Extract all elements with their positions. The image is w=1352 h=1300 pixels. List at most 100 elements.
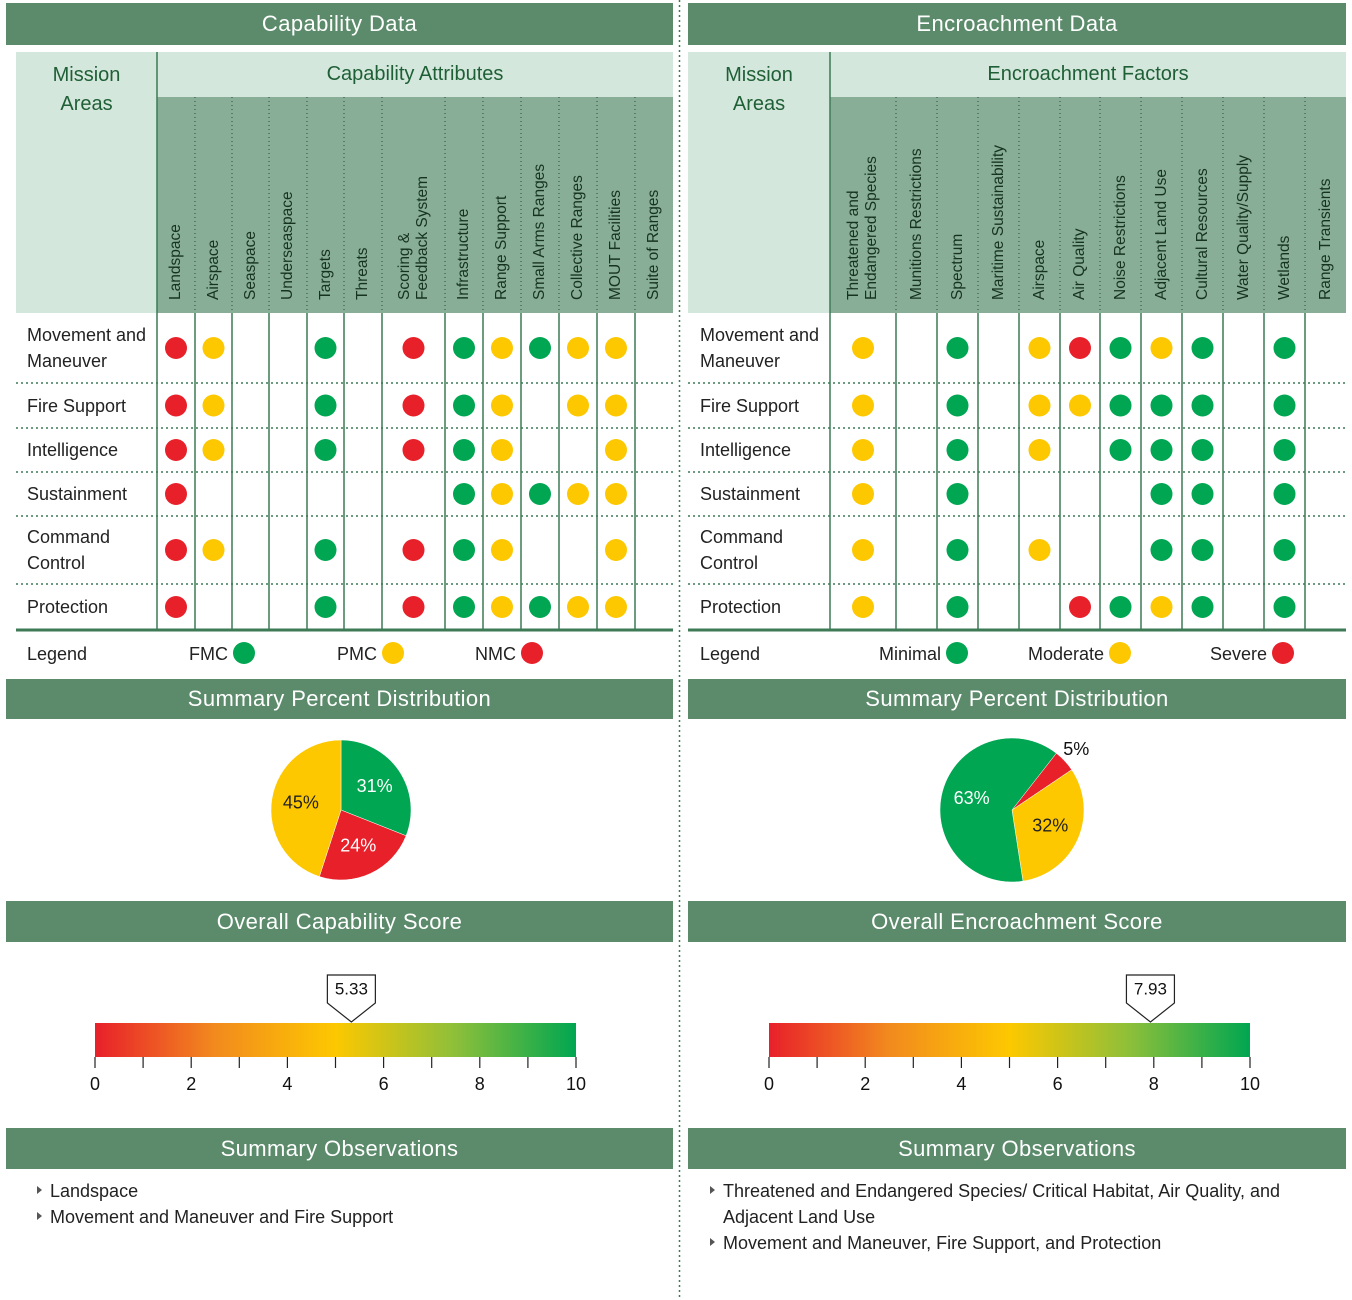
status-dot (165, 596, 187, 618)
column-header-cell: Air Quality (1060, 100, 1100, 301)
column-header-cell: Suite of Ranges (635, 100, 673, 300)
status-dot (491, 483, 513, 505)
gauge-bar (769, 1023, 1250, 1057)
status-dot (946, 539, 969, 561)
status-dot (402, 539, 425, 561)
column-header: Seaspace (241, 231, 259, 300)
column-header: Collective Ranges (569, 175, 586, 300)
pie-label: 45% (283, 792, 319, 812)
status-dot (1109, 394, 1132, 417)
legend-label: FMC (189, 643, 228, 664)
observation-item: Threatened and Endangered Species/ Criti… (723, 1181, 1280, 1227)
status-dot (1150, 337, 1173, 359)
status-dot (1109, 439, 1132, 461)
status-dot (453, 483, 475, 505)
status-dot (529, 596, 551, 618)
status-dot (605, 337, 627, 359)
column-header-cell: Water Quality/Supply (1223, 100, 1264, 300)
column-header-cell: Airspace (195, 100, 232, 300)
section-header: Summary Percent Distribution (688, 679, 1346, 719)
status-dot (1150, 394, 1173, 417)
status-dot (1109, 596, 1132, 618)
row-label: Command Control (27, 527, 111, 573)
gauge-tick-label: 10 (566, 1074, 586, 1094)
status-dot (946, 394, 969, 417)
status-dot (202, 439, 225, 461)
corner-label: Mission Areas (52, 64, 121, 115)
status-dot (1273, 394, 1296, 417)
column-header-cell: Targets (307, 100, 344, 300)
column-header-cell: Wetlands (1264, 100, 1305, 300)
column-header: Water Quality/Supply (1234, 154, 1252, 300)
bullet (37, 1186, 42, 1194)
status-dot (491, 596, 513, 618)
gauge-tick-label: 0 (90, 1074, 100, 1094)
column-header: Adjacent Land Use (1152, 169, 1170, 300)
status-dot (491, 539, 513, 561)
observation-item: Movement and Maneuver and Fire Support (50, 1207, 394, 1227)
section-header: Encroachment Data (688, 3, 1346, 45)
group-label: Encroachment Factors (987, 63, 1189, 85)
pie-label: 24% (340, 835, 376, 855)
status-dot (402, 394, 425, 417)
status-dot (946, 337, 969, 359)
column-header-cell: Range Support (483, 100, 521, 300)
status-dot (567, 483, 589, 505)
gauge-tick-label: 6 (379, 1074, 389, 1094)
status-dot (202, 394, 225, 417)
status-dot (202, 337, 225, 359)
column-header-cell: Collective Ranges (559, 100, 597, 300)
status-dot (1109, 337, 1132, 359)
column-header: Suite of Ranges (645, 189, 662, 300)
row-label: Protection (27, 597, 109, 617)
column-header-cell: Infrastructure (445, 100, 483, 300)
gauge-tick-label: 0 (764, 1074, 774, 1094)
column-header: Landspace (167, 224, 184, 300)
pie-label: 32% (1032, 815, 1068, 835)
status-dot (1191, 539, 1214, 561)
gauge-tick-label: 2 (186, 1074, 196, 1094)
score-value: 5.33 (335, 979, 368, 998)
pie-slice (270, 739, 342, 877)
column-header-cell: Noise Restrictions (1100, 100, 1141, 300)
status-dot (491, 394, 513, 417)
score-pointer (1125, 974, 1176, 1023)
status-dot (402, 596, 425, 618)
row-label: Fire Support (27, 395, 127, 416)
status-dot (605, 539, 627, 561)
column-header-cell: Range Transients (1305, 100, 1346, 301)
status-dot (605, 483, 627, 505)
status-dot (453, 394, 475, 417)
row-label: Command Control (700, 527, 784, 573)
column-header: Airspace (1030, 239, 1048, 300)
column-header: Wetlands (1275, 235, 1293, 300)
pie-slice (319, 809, 407, 881)
status-dot (1273, 539, 1296, 561)
column-header-cell: Maritime Sustainability (978, 100, 1019, 300)
column-header-cell: Scoring & Feedback System (382, 100, 445, 300)
status-dot (1191, 394, 1214, 417)
column-header: Threatened and Endangered Species (845, 156, 880, 300)
score-value: 7.93 (1134, 979, 1167, 998)
status-dot (1150, 539, 1173, 561)
status-dot (605, 439, 627, 461)
column-header: Range Support (493, 195, 510, 300)
group-label: Capability Attributes (326, 63, 504, 85)
column-header-cell: Munitions Restrictions (896, 100, 937, 300)
column-header: Airspace (204, 239, 222, 300)
column-header: MOUT Facilities (607, 190, 624, 300)
gauge-tick-label: 2 (860, 1074, 870, 1094)
status-dot (165, 439, 187, 461)
section-header: Summary Observations (6, 1128, 673, 1169)
status-dot (946, 483, 969, 505)
status-dot (402, 337, 425, 359)
row-label: Sustainment (700, 484, 801, 504)
status-dot (852, 337, 874, 359)
status-dot (453, 596, 475, 618)
column-header-cell: Small Arms Ranges (521, 100, 559, 300)
section-header: Summary Percent Distribution (6, 679, 673, 719)
row-label: Intelligence (700, 440, 792, 460)
column-header: Targets (316, 249, 334, 300)
status-dot (402, 439, 425, 461)
